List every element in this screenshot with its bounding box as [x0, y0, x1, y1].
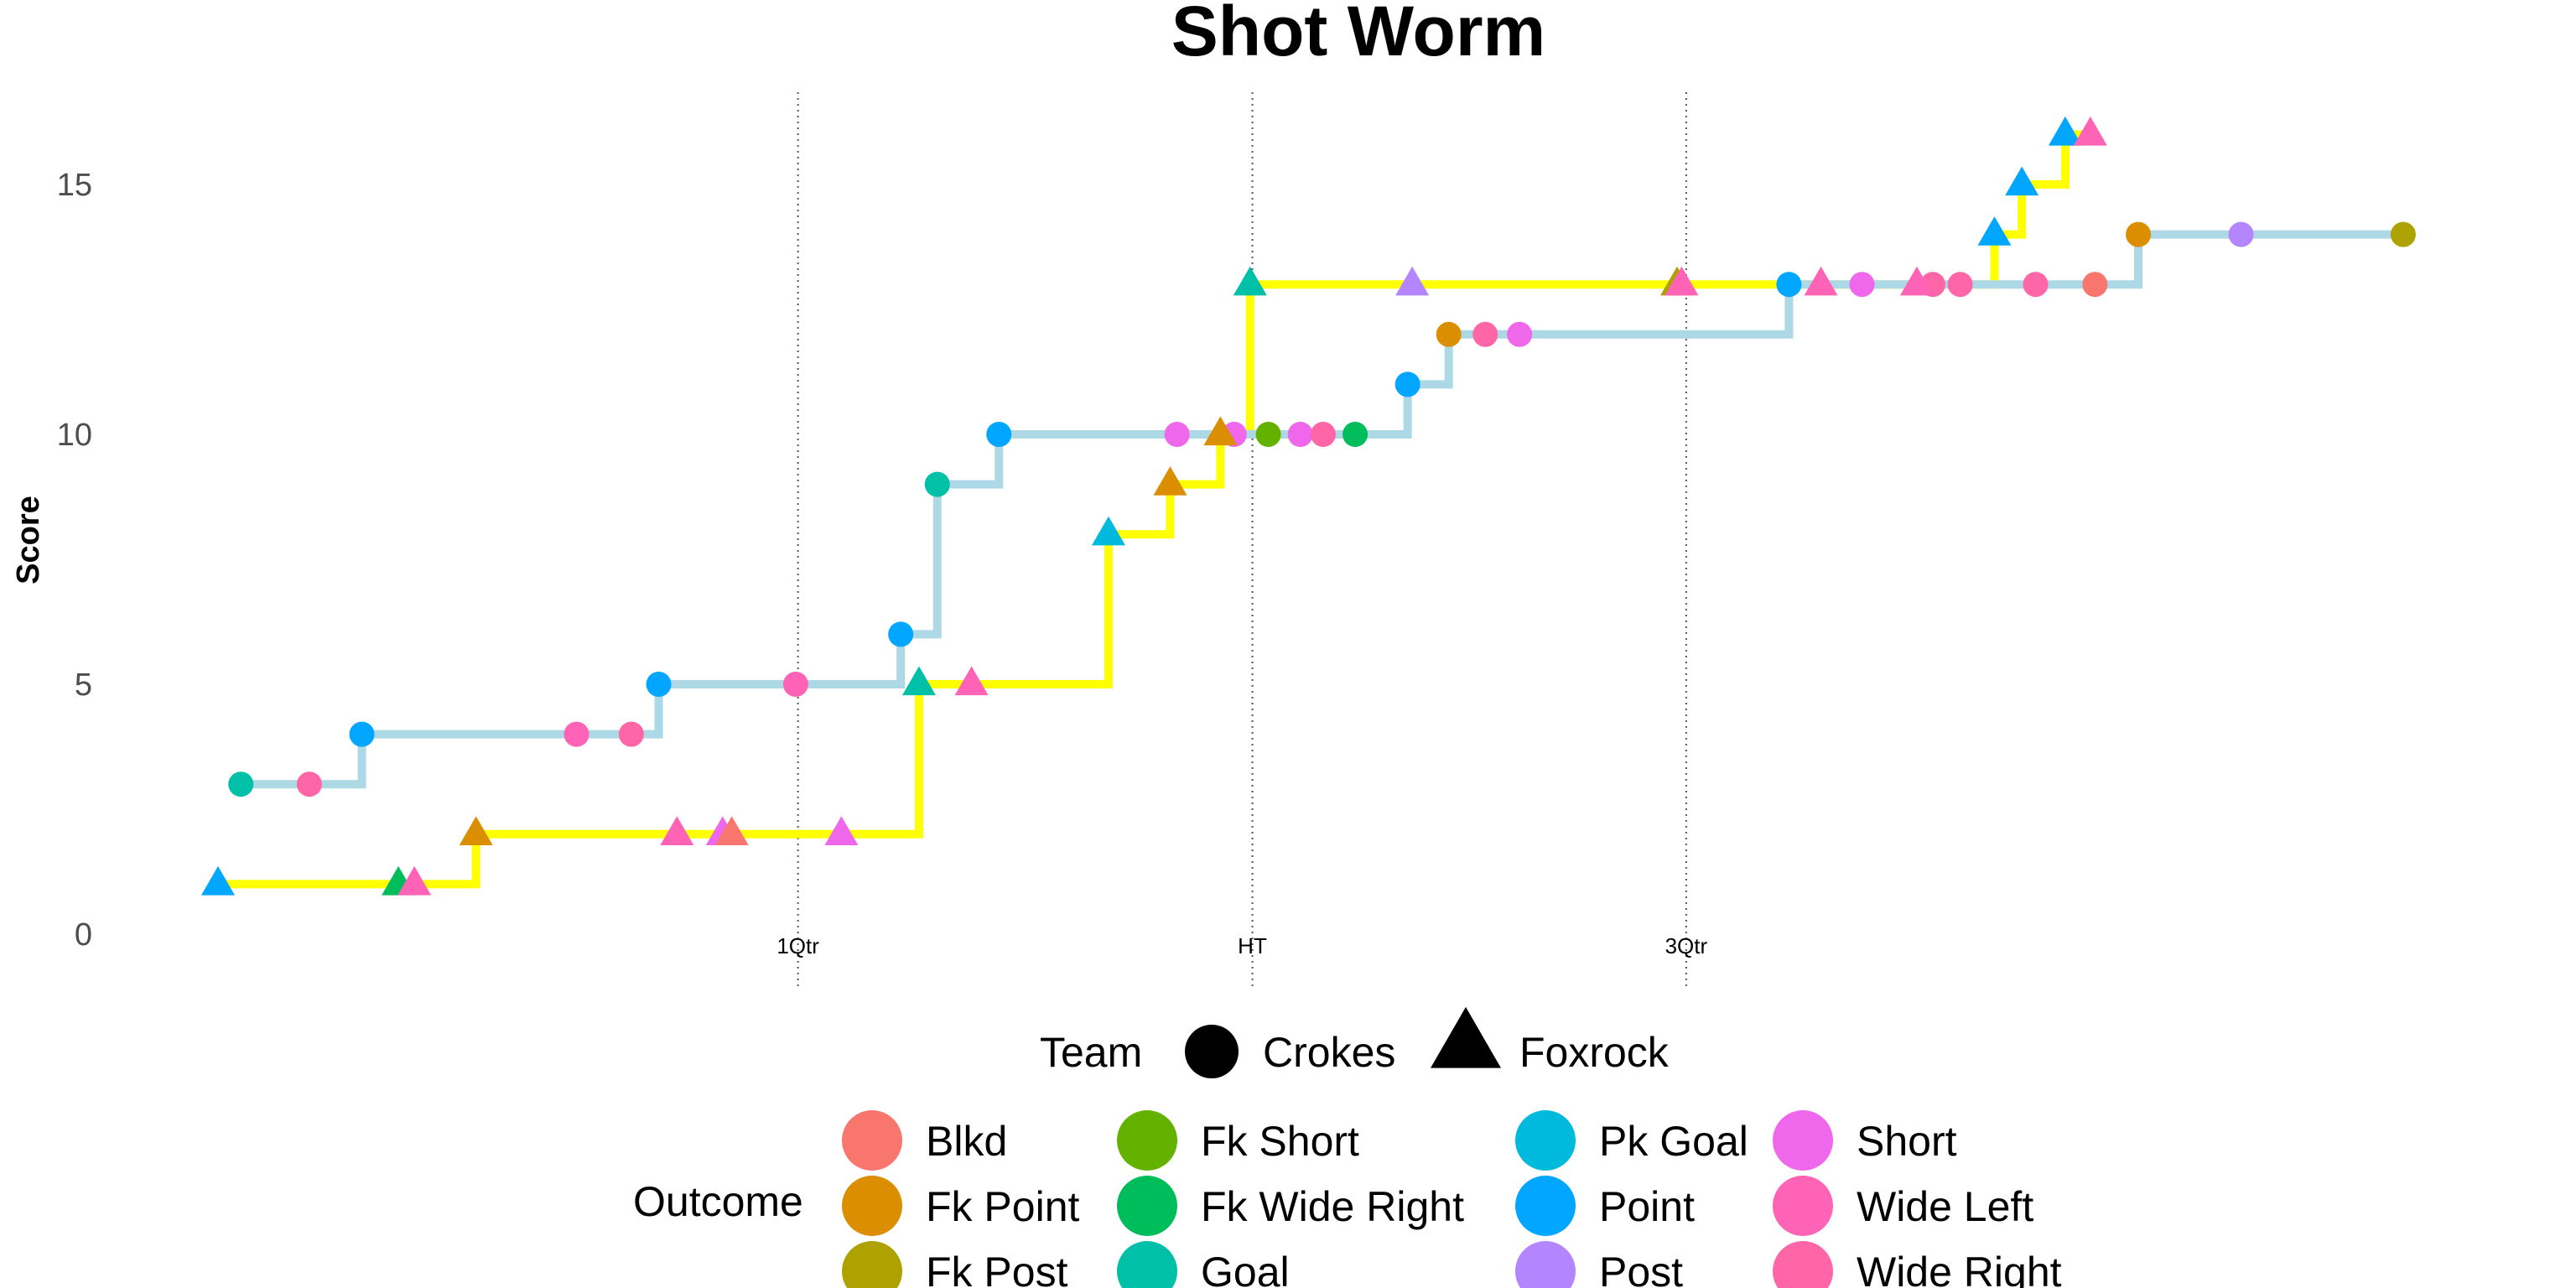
legend-outcome-key — [1773, 1241, 1833, 1288]
legend-outcome-label: Fk Point — [926, 1183, 1080, 1230]
shot-point-crokes — [646, 672, 672, 697]
shot-point-crokes — [924, 471, 950, 497]
shot-point-foxrock — [714, 816, 749, 845]
legend-outcome-label: Short — [1857, 1118, 1957, 1165]
shot-point-foxrock — [1153, 466, 1187, 496]
legend-team-key — [1185, 1025, 1239, 1078]
shot-point-crokes — [618, 721, 644, 747]
shot-point-foxrock — [954, 666, 989, 696]
chart-title: Shot Worm — [1171, 0, 1545, 70]
legend-outcome-key — [1117, 1241, 1177, 1288]
shot-point-foxrock — [824, 816, 859, 845]
legend-outcome-label: Goal — [1201, 1249, 1290, 1288]
legend-outcome-key — [842, 1110, 902, 1171]
period-markers: 1Qtr HT 3Qtr — [776, 92, 1708, 986]
shot-point-crokes — [986, 422, 1012, 447]
legend: Team Crokes Foxrock Outcome Blkd Fk Point Fk P… — [633, 1006, 2062, 1288]
shot-point-crokes — [2228, 221, 2254, 247]
shot-point-crokes — [1776, 272, 1802, 298]
legend-outcome-key — [1117, 1176, 1177, 1236]
period-marker-label: HT — [1238, 933, 1267, 958]
shot-point-foxrock — [1977, 216, 2012, 246]
y-axis-label: Score — [11, 496, 46, 584]
shot-point-crokes — [1394, 371, 1420, 397]
shot-point-crokes — [1472, 321, 1498, 347]
shot-point-foxrock — [459, 816, 493, 845]
shot-point-crokes — [1507, 321, 1533, 347]
shot-point-foxrock — [1203, 416, 1238, 446]
legend-team-label: Foxrock — [1519, 1029, 1670, 1076]
legend-outcome-label: Post — [1599, 1249, 1683, 1288]
legend-outcome-label: Point — [1599, 1183, 1695, 1230]
legend-outcome-label: Wide Right — [1857, 1249, 2062, 1288]
shot-point-crokes — [1849, 272, 1875, 298]
shot-point-crokes — [228, 771, 254, 797]
shot-points — [201, 116, 2416, 896]
shot-point-foxrock — [2048, 116, 2082, 146]
shot-point-crokes — [2023, 272, 2049, 298]
shot-point-crokes — [1310, 422, 1336, 447]
score-line-crokes — [241, 230, 2403, 789]
legend-team-label: Crokes — [1263, 1029, 1395, 1076]
legend-outcome-label: Fk Short — [1201, 1118, 1359, 1165]
shot-point-foxrock — [2073, 116, 2107, 146]
legend-outcome-key — [1773, 1176, 1833, 1236]
legend-outcome-key — [1117, 1110, 1177, 1171]
shot-point-crokes — [1436, 321, 1462, 347]
legend-outcome-key — [1515, 1241, 1576, 1288]
y-tick-label: 5 — [75, 667, 92, 703]
period-marker-label: 3Qtr — [1665, 933, 1708, 958]
shot-point-crokes — [1343, 422, 1368, 447]
y-tick-label: 10 — [57, 418, 92, 453]
legend-outcome-label: Wide Left — [1857, 1183, 2033, 1230]
legend-outcome-label: Fk Post — [926, 1249, 1068, 1288]
shot-point-foxrock — [1899, 266, 1934, 296]
legend-outcome-key — [1515, 1110, 1576, 1171]
shot-point-foxrock — [1804, 266, 1838, 296]
shot-point-foxrock — [201, 865, 235, 896]
shot-point-crokes — [1947, 272, 1973, 298]
shot-point-crokes — [1255, 422, 1281, 447]
shot-point-crokes — [564, 721, 589, 747]
shot-point-crokes — [349, 721, 375, 747]
legend-outcome-title: Outcome — [633, 1178, 803, 1225]
y-axis-ticks: 0 5 10 15 — [57, 168, 92, 953]
legend-outcome-key — [842, 1241, 902, 1288]
shot-point-crokes — [782, 672, 808, 697]
shot-point-foxrock — [2005, 166, 2039, 196]
shot-point-crokes — [296, 771, 322, 797]
y-tick-label: 15 — [57, 168, 92, 203]
shot-point-crokes — [2126, 221, 2152, 247]
legend-outcome-key — [1773, 1110, 1833, 1171]
legend-team-key — [1431, 1006, 1501, 1068]
shot-point-crokes — [2082, 272, 2108, 298]
shot-point-foxrock — [1091, 516, 1125, 546]
shot-point-crokes — [888, 621, 914, 647]
shot-point-crokes — [2390, 221, 2416, 247]
shot-point-foxrock — [1665, 266, 1699, 296]
legend-outcome-label: Pk Goal — [1599, 1118, 1748, 1165]
legend-team-title: Team — [1040, 1029, 1142, 1076]
shot-point-foxrock — [660, 816, 694, 845]
shot-point-crokes — [1287, 422, 1313, 447]
y-tick-label: 0 — [75, 917, 92, 953]
shot-point-foxrock — [397, 865, 432, 896]
score-line-foxrock — [218, 130, 2090, 889]
legend-outcome-key — [1515, 1176, 1576, 1236]
legend-outcome-key — [842, 1176, 902, 1236]
legend-outcome-label: Blkd — [926, 1118, 1007, 1165]
shot-point-foxrock — [1395, 266, 1430, 296]
score-lines — [218, 130, 2403, 889]
legend-outcome-label: Fk Wide Right — [1201, 1183, 1464, 1230]
shot-point-crokes — [1164, 422, 1190, 447]
period-marker-label: 1Qtr — [776, 933, 819, 958]
shot-point-foxrock — [1233, 266, 1267, 296]
shot-point-foxrock — [901, 666, 936, 696]
